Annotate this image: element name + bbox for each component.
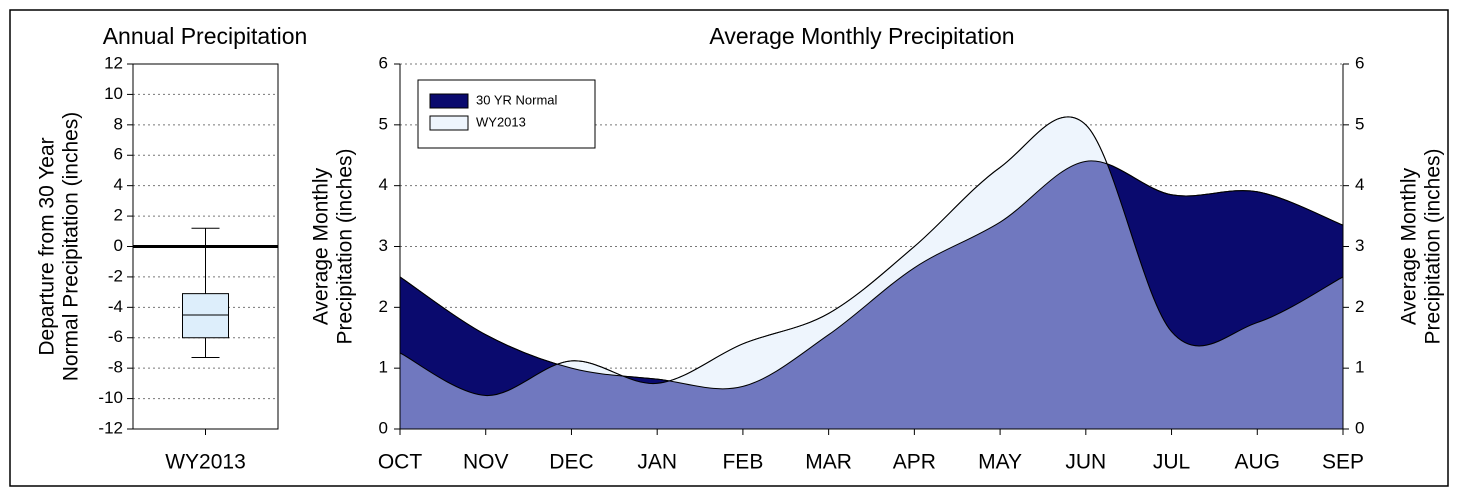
y-tick-label: 5 [379,114,388,133]
area-outline [399,160,1344,390]
x-tick-label: OCT [378,451,423,474]
area-outline [399,116,1344,397]
y-tick-label: -8 [108,358,123,377]
legend-label: WY2013 [476,114,526,129]
y-tick-label: -2 [108,266,123,285]
y2-tick-label: 5 [1355,114,1364,133]
legend-swatch [429,115,469,131]
x-tick-label: FEB [722,451,763,474]
y-axis-label: Average Monthly [1398,167,1421,325]
frame [9,9,1449,487]
y-tick-label: 6 [114,145,123,164]
y2-tick-label: 0 [1355,418,1364,437]
x-tick-label: AUG [1235,451,1281,474]
y-axis-label: Precipitation (inches) [1422,148,1445,344]
x-tick-label: JUL [1153,451,1190,474]
y-tick-label: 0 [379,418,388,437]
y-tick-label: 4 [379,175,388,194]
box [182,293,229,339]
y2-tick-label: 4 [1355,175,1364,194]
y-tick-label: -6 [108,327,123,346]
y-tick-label: 2 [114,206,123,225]
y2-tick-label: 2 [1355,297,1364,316]
chart-title: Average Monthly Precipitation [709,23,1014,49]
y-tick-label: 8 [114,114,123,133]
y2-tick-label: 6 [1355,53,1364,72]
y-tick-label: -10 [98,388,123,407]
legend-swatch [429,93,469,109]
y-tick-label: 0 [114,236,123,255]
y2-tick-label: 3 [1355,236,1364,255]
y-axis-label: Average Monthly [310,167,333,325]
legend-box [417,79,596,149]
x-tick-label: SEP [1322,451,1364,474]
chart-title: Annual Precipitation [103,23,308,49]
y-axis-label: Precipitation (inches) [334,148,357,344]
x-tick-label: JAN [637,451,677,474]
x-tick-label: MAR [805,451,852,474]
x-tick-label: MAY [978,451,1022,474]
y-tick-label: -4 [108,297,123,316]
x-tick-label: APR [893,451,936,474]
y-axis-label: Departure from 30 Year [36,137,59,355]
x-tick-label: WY2013 [165,451,246,474]
x-tick-label: JUN [1065,451,1106,474]
y-tick-label: 12 [104,53,123,72]
y-tick-label: 1 [379,358,388,377]
y-tick-label: 3 [379,236,388,255]
y-axis-label: Normal Precipitation (inches) [60,112,83,382]
legend-label: 30 YR Normal [476,92,558,107]
y2-tick-label: 1 [1355,358,1364,377]
overlap-area [400,160,1343,429]
y-tick-label: 10 [104,84,123,103]
y-tick-label: 2 [379,297,388,316]
x-tick-label: NOV [463,451,509,474]
x-tick-label: DEC [549,451,593,474]
y-tick-label: -12 [98,418,123,437]
y-tick-label: 6 [379,53,388,72]
y-tick-label: 4 [114,175,123,194]
